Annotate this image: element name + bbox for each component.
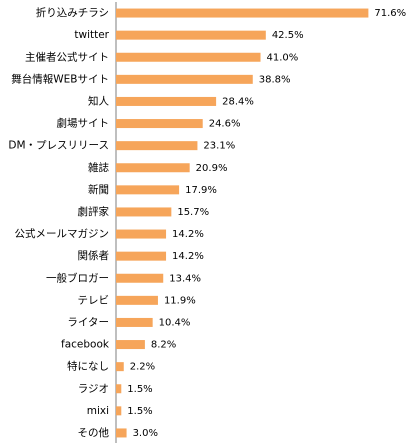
bars: [116, 8, 369, 438]
value-label: 1.5%: [127, 406, 152, 417]
category-label: 一般ブロガー: [46, 271, 109, 284]
bar: [116, 207, 172, 217]
category-label: 劇場サイト: [57, 117, 110, 130]
category-label: 特になし: [67, 361, 109, 373]
bar: [116, 141, 198, 151]
bar: [116, 384, 122, 394]
bar: [116, 119, 203, 129]
category-label: facebook: [61, 339, 110, 351]
value-label: 41.0%: [267, 52, 299, 63]
category-label: DM・プレスリリース: [8, 140, 109, 152]
category-label: 主催者公式サイト: [25, 50, 109, 63]
bar: [116, 96, 217, 106]
value-label: 20.9%: [196, 163, 228, 174]
category-label: 新聞: [88, 183, 109, 196]
bar: [116, 163, 190, 173]
value-label: 24.6%: [209, 119, 241, 130]
bar: [116, 273, 164, 283]
bar: [116, 185, 180, 195]
value-label: 3.0%: [133, 428, 158, 439]
value-label: 42.5%: [272, 30, 304, 41]
bar: [116, 428, 127, 438]
value-label: 15.7%: [177, 207, 209, 218]
category-label: 劇評家: [78, 205, 110, 218]
bar: [116, 52, 261, 62]
value-label: 14.2%: [172, 229, 204, 240]
bar: [116, 317, 153, 327]
value-label: 38.8%: [259, 74, 291, 85]
value-label: 17.9%: [185, 185, 217, 196]
category-label: 舞台情報WEBサイト: [11, 72, 109, 85]
category-label: 関係者: [78, 250, 110, 262]
bar: [116, 295, 158, 305]
bar: [116, 406, 122, 416]
bar: [116, 251, 167, 261]
bar: [116, 74, 253, 84]
category-label: 知人: [88, 94, 109, 107]
bar: [116, 362, 124, 372]
value-label: 13.4%: [169, 273, 201, 284]
value-label: 23.1%: [203, 141, 235, 152]
value-label: 28.4%: [222, 96, 254, 107]
category-label: テレビ: [78, 294, 110, 306]
category-label: ライター: [67, 316, 109, 328]
value-label: 11.9%: [164, 295, 196, 306]
bar: [116, 30, 266, 40]
value-label: 1.5%: [127, 384, 152, 395]
category-label: 雑誌: [88, 161, 109, 174]
category-label: その他: [78, 426, 110, 439]
value-labels: 71.6% 42.5% 41.0% 38.8% 28.4% 24.6% 23.1% 20.9%…: [127, 8, 406, 439]
bar: [116, 229, 167, 239]
bar: [116, 8, 369, 18]
category-label: mixi: [87, 405, 109, 417]
bar: [116, 340, 145, 350]
category-label: 折り込みチラシ: [36, 6, 109, 19]
value-label: 10.4%: [159, 317, 191, 328]
category-label: twitter: [74, 29, 109, 41]
category-label: ラジオ: [78, 383, 109, 395]
category-label: 公式メールマガジン: [15, 227, 110, 240]
value-label: 14.2%: [172, 251, 204, 262]
value-label: 2.2%: [130, 362, 155, 373]
value-label: 71.6%: [374, 8, 406, 19]
value-label: 8.2%: [151, 340, 176, 351]
